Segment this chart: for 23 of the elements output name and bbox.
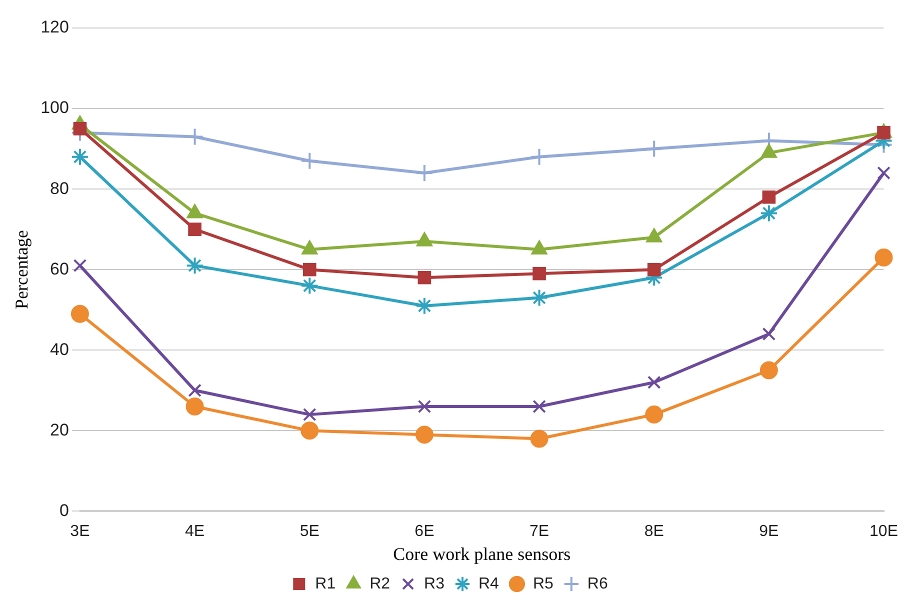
legend-label: R2: [370, 575, 390, 592]
x-tick-label: 5E: [300, 523, 320, 540]
x-tick-label: 3E: [70, 523, 90, 540]
y-tick-label: 40: [50, 340, 69, 359]
y-tick-label: 20: [50, 420, 69, 440]
x-tick-label: 10E: [870, 523, 898, 540]
legend-label: R5: [532, 575, 554, 592]
x-tick-label: 9E: [759, 523, 779, 540]
y-tick-label: 60: [50, 259, 69, 278]
legend-label: R3: [424, 575, 445, 592]
legend-label: R6: [587, 575, 608, 592]
y-tick-label: 100: [40, 98, 69, 118]
y-tick-label: 80: [50, 178, 69, 198]
x-tick-label: 6E: [414, 523, 434, 540]
x-tick-label: 4E: [185, 523, 205, 540]
x-axis-title: Core work plane sensors: [393, 544, 571, 564]
legend-label: R1: [315, 575, 336, 592]
y-tick-label: 0: [59, 500, 69, 520]
x-tick-label: 8E: [644, 523, 664, 540]
y-tick-label: 120: [40, 18, 69, 37]
legend-label: R4: [478, 575, 500, 592]
y-axis-title: Percentage: [12, 230, 32, 310]
x-tick-label: 7E: [529, 523, 550, 540]
